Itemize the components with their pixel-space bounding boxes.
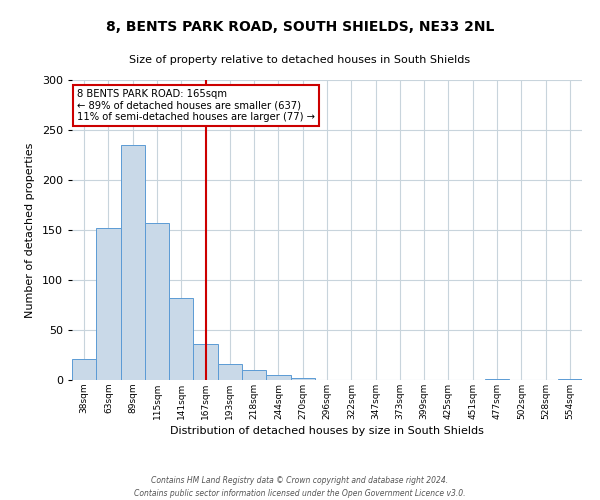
Bar bbox=[145, 223, 169, 380]
Y-axis label: Number of detached properties: Number of detached properties bbox=[25, 142, 35, 318]
Text: Contains HM Land Registry data © Crown copyright and database right 2024.
Contai: Contains HM Land Registry data © Crown c… bbox=[134, 476, 466, 498]
Bar bbox=[242, 370, 266, 380]
X-axis label: Distribution of detached houses by size in South Shields: Distribution of detached houses by size … bbox=[170, 426, 484, 436]
Bar bbox=[121, 145, 145, 380]
Text: 8, BENTS PARK ROAD, SOUTH SHIELDS, NE33 2NL: 8, BENTS PARK ROAD, SOUTH SHIELDS, NE33 … bbox=[106, 20, 494, 34]
Bar bbox=[72, 359, 96, 380]
Bar bbox=[96, 228, 121, 380]
Bar bbox=[558, 379, 582, 380]
Bar bbox=[218, 364, 242, 380]
Bar bbox=[290, 378, 315, 380]
Text: Size of property relative to detached houses in South Shields: Size of property relative to detached ho… bbox=[130, 55, 470, 65]
Bar bbox=[193, 344, 218, 380]
Text: 8 BENTS PARK ROAD: 165sqm
← 89% of detached houses are smaller (637)
11% of semi: 8 BENTS PARK ROAD: 165sqm ← 89% of detac… bbox=[77, 89, 315, 122]
Bar bbox=[485, 379, 509, 380]
Bar bbox=[169, 298, 193, 380]
Bar bbox=[266, 375, 290, 380]
